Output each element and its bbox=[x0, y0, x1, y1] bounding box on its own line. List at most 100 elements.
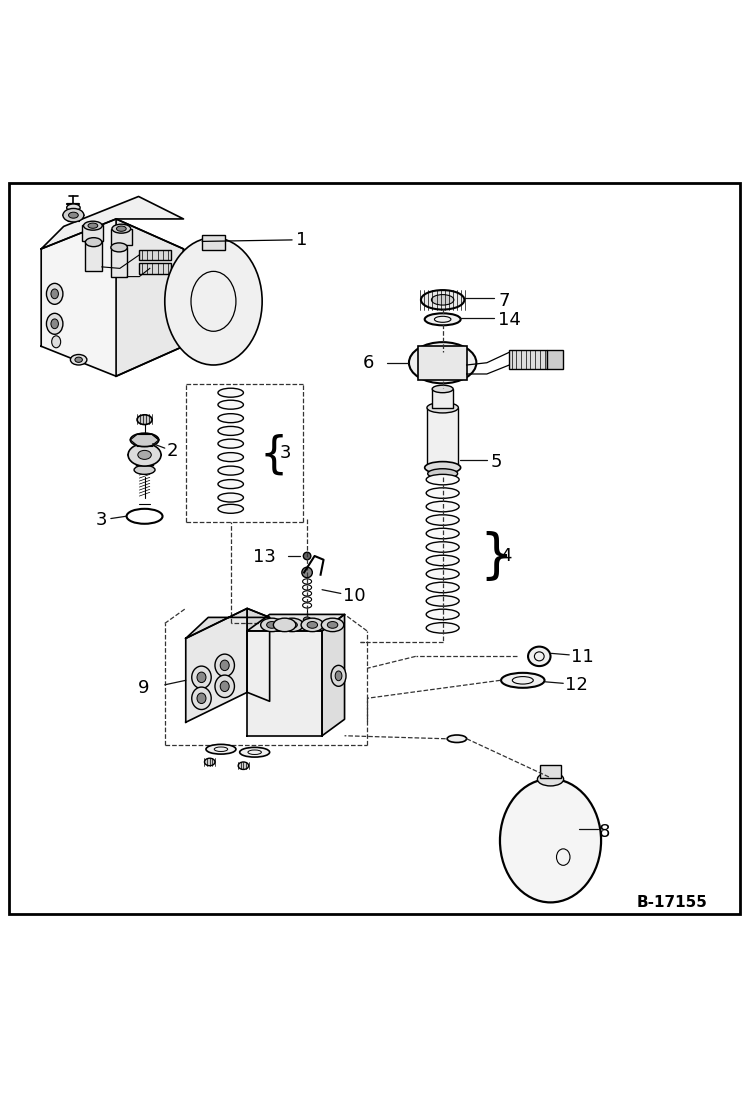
Ellipse shape bbox=[267, 622, 277, 629]
Ellipse shape bbox=[111, 242, 127, 252]
Ellipse shape bbox=[46, 283, 63, 304]
Ellipse shape bbox=[303, 552, 311, 559]
Ellipse shape bbox=[70, 354, 87, 365]
Ellipse shape bbox=[112, 224, 130, 234]
Text: 12: 12 bbox=[565, 676, 589, 693]
Ellipse shape bbox=[218, 493, 243, 502]
Ellipse shape bbox=[421, 290, 464, 309]
Bar bbox=[139, 263, 171, 273]
Ellipse shape bbox=[204, 758, 215, 766]
Ellipse shape bbox=[218, 388, 243, 397]
Text: 5: 5 bbox=[491, 453, 502, 472]
Ellipse shape bbox=[281, 618, 303, 632]
Ellipse shape bbox=[165, 238, 262, 365]
Ellipse shape bbox=[428, 468, 458, 478]
Ellipse shape bbox=[138, 451, 151, 460]
Ellipse shape bbox=[51, 319, 58, 329]
Ellipse shape bbox=[218, 400, 243, 409]
Ellipse shape bbox=[426, 583, 459, 592]
Ellipse shape bbox=[192, 666, 211, 689]
Text: 3: 3 bbox=[96, 511, 107, 529]
Text: 10: 10 bbox=[343, 587, 366, 604]
Bar bbox=[547, 350, 563, 369]
Ellipse shape bbox=[425, 462, 461, 474]
Ellipse shape bbox=[426, 609, 459, 620]
Text: 1: 1 bbox=[296, 230, 307, 249]
Text: 4: 4 bbox=[500, 547, 512, 565]
Bar bbox=[111, 228, 132, 245]
Text: 7: 7 bbox=[498, 292, 509, 309]
Ellipse shape bbox=[433, 357, 452, 369]
Ellipse shape bbox=[424, 351, 461, 374]
Ellipse shape bbox=[63, 208, 84, 222]
Ellipse shape bbox=[218, 466, 243, 475]
Bar bbox=[432, 389, 453, 408]
Ellipse shape bbox=[220, 681, 229, 691]
Ellipse shape bbox=[273, 618, 296, 632]
Polygon shape bbox=[247, 609, 270, 701]
Polygon shape bbox=[41, 196, 184, 249]
Polygon shape bbox=[186, 609, 247, 722]
Text: 11: 11 bbox=[571, 648, 594, 666]
Ellipse shape bbox=[426, 596, 459, 607]
Ellipse shape bbox=[215, 675, 234, 698]
Ellipse shape bbox=[220, 660, 229, 670]
Polygon shape bbox=[322, 614, 345, 736]
Ellipse shape bbox=[528, 646, 551, 666]
Ellipse shape bbox=[130, 433, 159, 446]
Ellipse shape bbox=[431, 295, 454, 305]
Ellipse shape bbox=[426, 514, 459, 525]
Ellipse shape bbox=[134, 465, 155, 474]
Ellipse shape bbox=[117, 226, 126, 231]
Ellipse shape bbox=[426, 488, 459, 498]
Ellipse shape bbox=[218, 414, 243, 422]
Ellipse shape bbox=[425, 314, 461, 326]
Ellipse shape bbox=[218, 453, 243, 462]
Bar bbox=[202, 236, 225, 250]
Bar bbox=[82, 225, 103, 241]
Ellipse shape bbox=[197, 672, 206, 682]
Text: 8: 8 bbox=[599, 823, 610, 840]
Ellipse shape bbox=[426, 555, 459, 566]
Ellipse shape bbox=[261, 618, 283, 632]
Ellipse shape bbox=[331, 666, 346, 687]
Ellipse shape bbox=[67, 204, 80, 212]
Text: 9: 9 bbox=[139, 679, 150, 697]
Ellipse shape bbox=[287, 622, 297, 629]
Ellipse shape bbox=[500, 779, 601, 903]
Bar bbox=[418, 346, 467, 380]
Ellipse shape bbox=[238, 762, 249, 769]
Polygon shape bbox=[247, 631, 322, 736]
Ellipse shape bbox=[128, 443, 161, 466]
Bar bbox=[111, 248, 127, 278]
Ellipse shape bbox=[84, 222, 102, 230]
Bar bbox=[509, 350, 547, 369]
Ellipse shape bbox=[409, 342, 476, 383]
Bar bbox=[85, 241, 102, 271]
Ellipse shape bbox=[218, 439, 243, 449]
Polygon shape bbox=[247, 614, 345, 631]
Ellipse shape bbox=[426, 474, 459, 485]
Text: 13: 13 bbox=[252, 548, 276, 566]
Ellipse shape bbox=[215, 654, 234, 677]
Ellipse shape bbox=[303, 617, 311, 622]
Ellipse shape bbox=[69, 212, 78, 218]
Ellipse shape bbox=[307, 622, 318, 629]
Text: }: } bbox=[479, 531, 513, 584]
Ellipse shape bbox=[197, 693, 206, 703]
Text: 6: 6 bbox=[363, 353, 374, 372]
Ellipse shape bbox=[327, 622, 338, 629]
Ellipse shape bbox=[75, 358, 82, 362]
Ellipse shape bbox=[432, 385, 453, 393]
Bar bbox=[540, 765, 561, 779]
Ellipse shape bbox=[426, 568, 459, 579]
Ellipse shape bbox=[447, 735, 467, 743]
Polygon shape bbox=[186, 609, 270, 638]
Text: {: { bbox=[260, 433, 288, 476]
Ellipse shape bbox=[240, 747, 270, 757]
Ellipse shape bbox=[52, 336, 61, 348]
Ellipse shape bbox=[218, 427, 243, 436]
Text: B-17155: B-17155 bbox=[637, 894, 708, 909]
Ellipse shape bbox=[501, 672, 545, 688]
Ellipse shape bbox=[427, 403, 458, 412]
